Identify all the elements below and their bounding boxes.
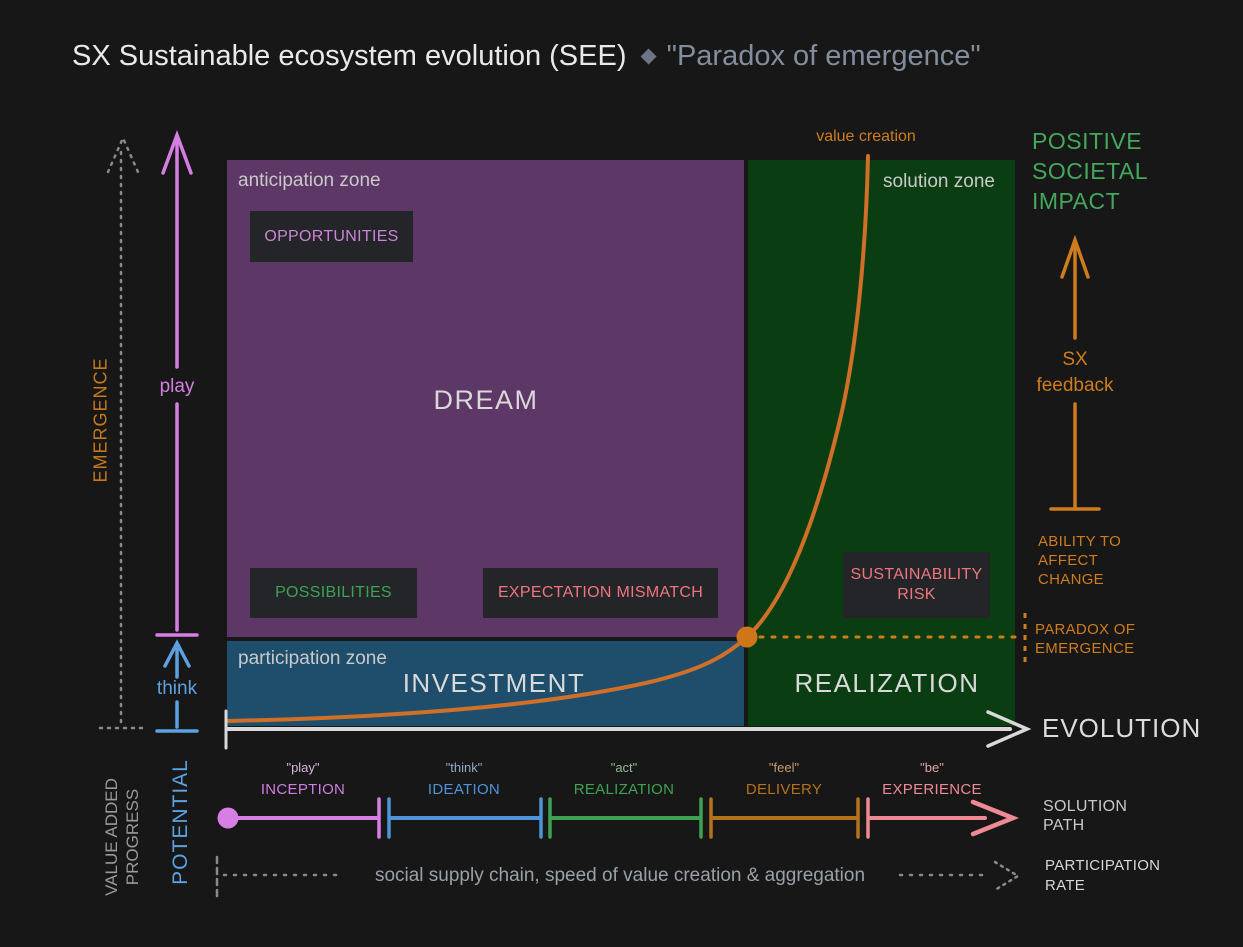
impact-line3: IMPACT (1032, 188, 1121, 214)
value-added-line1: VALUE ADDED (102, 778, 121, 896)
sustainability-risk-tag: SUSTAINABILITY RISK (843, 552, 990, 618)
inception-start-dot (217, 807, 239, 829)
impact-line1: POSITIVE (1032, 128, 1143, 154)
solution-path-label: SOLUTION PATH (1043, 797, 1127, 835)
participation-zone-label: participation zone (238, 648, 387, 669)
evolution-label: EVOLUTION (1042, 713, 1202, 743)
ability-line2: AFFECT (1038, 552, 1099, 569)
dream-label: DREAM (433, 385, 539, 415)
solution-path-line1: SOLUTION (1043, 798, 1128, 815)
stage-inception: "play" INCEPTION (261, 760, 345, 798)
expectation-mismatch-tag: EXPECTATION MISMATCH (483, 568, 718, 618)
solution-path-line (217, 797, 1020, 839)
sx-feedback-line1: SX (1062, 349, 1088, 370)
impact-line2: SOCIETAL (1032, 158, 1149, 184)
opportunities-tag: OPPORTUNITIES (250, 211, 413, 262)
stage-realization-quote: "act" (610, 760, 638, 775)
paradox-of-emergence-label: PARADOX OF EMERGENCE (1035, 620, 1135, 658)
sx-feedback-line2: feedback (1036, 375, 1114, 396)
ability-line3: CHANGE (1038, 571, 1104, 588)
supply-chain-caption: social supply chain, speed of value crea… (374, 865, 866, 886)
stage-inception-quote: "play" (286, 760, 320, 775)
participation-rate-line1: PARTICIPATION (1045, 857, 1161, 874)
value-added-progress-label: VALUE ADDED PROGRESS (101, 747, 143, 927)
sx-feedback-label: SX feedback (1036, 347, 1113, 399)
think-label: think (156, 678, 198, 699)
paradox-line1: PARADOX OF (1035, 621, 1136, 638)
realization-label: REALIZATION (794, 668, 980, 698)
ability-to-affect-change-label: ABILITY TO AFFECT CHANGE (1038, 532, 1121, 589)
participation-rate-line2: RATE (1045, 877, 1086, 894)
sustainability-risk-line2: RISK (897, 586, 936, 603)
solution-zone (748, 160, 1015, 726)
potential-label: POTENTIAL (169, 759, 192, 885)
page-title: SX Sustainable ecosystem evolution (SEE)… (72, 40, 981, 73)
solution-path-line2: PATH (1043, 817, 1085, 834)
investment-label: INVESTMENT (402, 668, 586, 698)
stage-ideation: "think" IDEATION (428, 760, 500, 798)
ideation-segment (387, 797, 543, 839)
stage-experience-name: EXPERIENCE (882, 781, 982, 798)
stage-delivery-quote: "feel" (768, 760, 800, 775)
title-subtitle: "Paradox of emergence" (666, 40, 981, 72)
stage-delivery-name: DELIVERY (745, 781, 823, 798)
participation-rate-label: PARTICIPATION RATE (1045, 856, 1160, 896)
ability-line1: ABILITY TO (1038, 533, 1122, 550)
stage-experience-quote: "be" (920, 760, 944, 775)
paradox-line2: EMERGENCE (1035, 640, 1135, 657)
realization-segment (548, 797, 703, 839)
anticipation-zone-label: anticipation zone (238, 170, 381, 191)
possibilities-tag: POSSIBILITIES (250, 568, 417, 618)
stage-inception-name: INCEPTION (260, 781, 346, 798)
sustainability-risk-line1: SUSTAINABILITY (850, 566, 983, 583)
title-main: SX Sustainable ecosystem evolution (SEE) (72, 40, 627, 72)
emergence-axis-label: EMERGENCE (90, 357, 111, 483)
delivery-segment (709, 797, 860, 839)
experience-segment (866, 797, 1020, 839)
stage-ideation-name: IDEATION (427, 781, 501, 798)
value-creation-label: value creation (816, 128, 916, 145)
diamond-icon: ◆ (640, 44, 657, 67)
stage-delivery: "feel" DELIVERY (746, 760, 822, 798)
inception-segment (235, 797, 381, 839)
value-added-line2: PROGRESS (123, 788, 142, 886)
play-label: play (159, 376, 195, 397)
stage-experience: "be" EXPERIENCE (882, 760, 982, 798)
solution-zone-label: solution zone (883, 171, 995, 192)
positive-societal-impact-label: POSITIVE SOCIETAL IMPACT (1032, 126, 1148, 216)
stage-realization: "act" REALIZATION (574, 760, 675, 798)
stage-realization-name: REALIZATION (573, 781, 675, 798)
stage-ideation-quote: "think" (445, 760, 483, 775)
